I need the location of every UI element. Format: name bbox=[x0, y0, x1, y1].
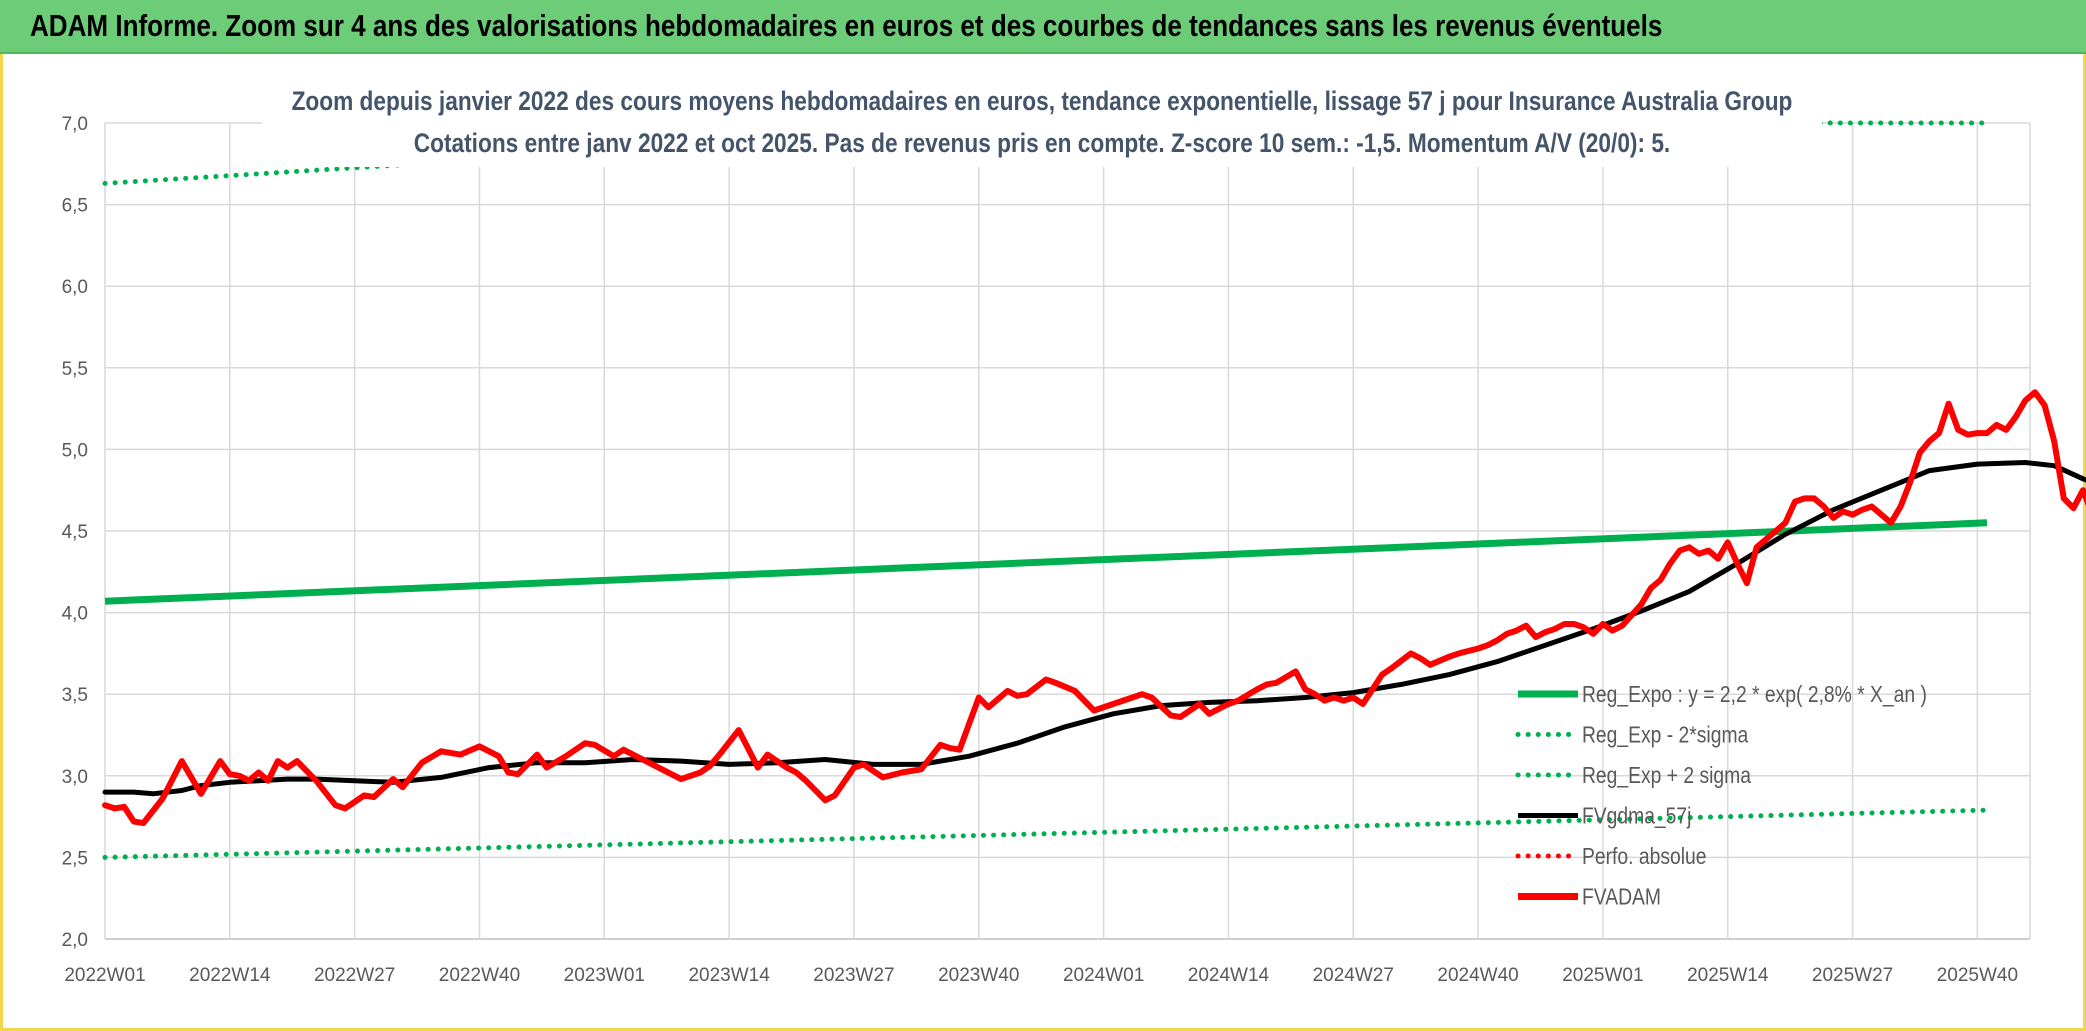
y-tick-label: 6,5 bbox=[62, 196, 88, 217]
x-tick-label: 2022W14 bbox=[189, 965, 271, 986]
x-tick-label: 2025W01 bbox=[1562, 965, 1643, 986]
x-tick-label: 2023W01 bbox=[564, 965, 645, 986]
chart-title: Zoom depuis janvier 2022 des cours moyen… bbox=[292, 86, 1793, 116]
x-tick-label: 2022W01 bbox=[64, 965, 145, 986]
x-tick-label: 2023W14 bbox=[688, 965, 770, 986]
title-box bbox=[262, 77, 1822, 167]
x-tick-label: 2024W27 bbox=[1313, 965, 1394, 986]
x-tick-label: 2024W14 bbox=[1188, 965, 1270, 986]
x-tick-label: 2023W40 bbox=[938, 965, 1019, 986]
legend-label: Reg_Exp + 2 sigma bbox=[1582, 764, 1751, 789]
y-tick-label: 4,5 bbox=[62, 522, 88, 543]
x-tick-label: 2024W40 bbox=[1437, 965, 1518, 986]
x-tick-label: 2022W27 bbox=[314, 965, 395, 986]
x-tick-label: 2025W40 bbox=[1937, 965, 2018, 986]
x-tick-label: 2025W27 bbox=[1812, 965, 1893, 986]
x-tick-label: 2022W40 bbox=[439, 965, 520, 986]
y-tick-label: 5,0 bbox=[62, 440, 88, 461]
chart-subtitle: Cotations entre janv 2022 et oct 2025. P… bbox=[414, 128, 1670, 158]
legend-label: Reg_Exp - 2*sigma bbox=[1582, 723, 1748, 748]
y-tick-label: 2,5 bbox=[62, 848, 88, 869]
y-tick-label: 2,0 bbox=[62, 930, 88, 951]
series-line-0 bbox=[104, 519, 1988, 605]
series-line-3 bbox=[102, 460, 2086, 797]
legend-label: Perfo. absolue bbox=[1582, 845, 1706, 870]
x-tick-label: 2023W27 bbox=[813, 965, 894, 986]
legend-label: FVADAM bbox=[1582, 885, 1661, 910]
x-tick-label: 2025W14 bbox=[1687, 965, 1769, 986]
y-tick-label: 3,0 bbox=[62, 767, 88, 788]
x-tick-label: 2024W01 bbox=[1063, 965, 1144, 986]
y-tick-label: 6,0 bbox=[62, 277, 88, 298]
series-line-4 bbox=[102, 389, 2086, 827]
legend-label: FVgdma_57j bbox=[1582, 804, 1691, 829]
y-tick-label: 3,5 bbox=[62, 685, 88, 706]
y-tick-label: 4,0 bbox=[62, 604, 88, 625]
report-banner: ADAM Informe. Zoom sur 4 ans des valoris… bbox=[0, 0, 2086, 54]
legend-label: Reg_Expo : y = 2,2 * exp( 2,8% * X_an ) bbox=[1582, 683, 1927, 708]
y-tick-label: 7,0 bbox=[62, 114, 88, 135]
y-tick-label: 5,5 bbox=[62, 359, 88, 380]
report-title: ADAM Informe. Zoom sur 4 ans des valoris… bbox=[30, 8, 1663, 43]
series-line-1 bbox=[102, 807, 1990, 860]
